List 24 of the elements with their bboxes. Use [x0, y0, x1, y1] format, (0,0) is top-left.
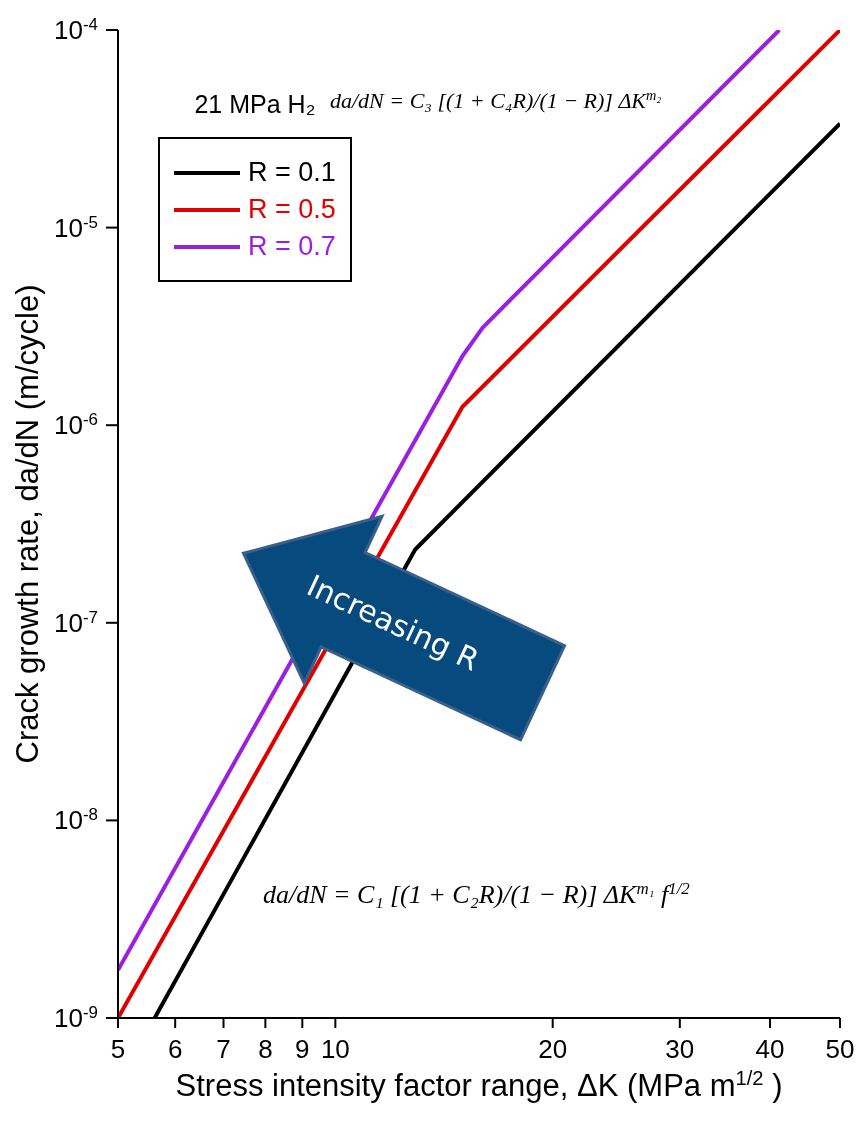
x-tick-label: 30: [665, 1034, 695, 1064]
y-tick-label: 10$^{-7}$: [54, 607, 98, 638]
y-tick-label: 10$^{-6}$: [54, 409, 98, 441]
legend-label: R = 0.7: [248, 231, 336, 262]
x-tick-label: 7: [216, 1034, 231, 1064]
x-tick-label: 10: [320, 1034, 350, 1064]
x-tick-label: 6: [167, 1034, 183, 1064]
y-tick-label: 10$^{-9}$: [54, 1002, 98, 1033]
x-tick-label: 5: [110, 1034, 126, 1064]
legend-label: R = 0.5: [248, 194, 336, 225]
annotation: da/dN = C₃ [(1 + C₄R)/(1 − R)] ΔK$^{m₂}$: [330, 87, 662, 113]
y-tick-label: 10$^{-8}$: [54, 804, 98, 836]
x-tick-label: 40: [755, 1034, 785, 1064]
x-tick-label: 9: [295, 1034, 310, 1064]
x-tick-label: 50: [825, 1034, 855, 1064]
annotation: da/dN = C₁ [(1 + C₂R)/(1 − R)] ΔK$^{m₁}$f$^{1/2}$: [263, 878, 691, 909]
x-tick-label: 8: [258, 1034, 273, 1064]
x-tick-label: 20: [538, 1034, 568, 1064]
x-axis-title: Stress intensity factor range, ΔK (MPa m$^{1/2}$): [175, 1067, 783, 1103]
legend-title: 21 MPa H₂: [194, 90, 316, 118]
y-axis-title: Crack growth rate, da/dN (m/cycle): [10, 284, 45, 764]
y-tick-label: 10$^{-5}$: [54, 212, 98, 243]
legend-label: R = 0.1: [248, 157, 336, 188]
y-tick-label: 10$^{-4}$: [54, 14, 98, 45]
